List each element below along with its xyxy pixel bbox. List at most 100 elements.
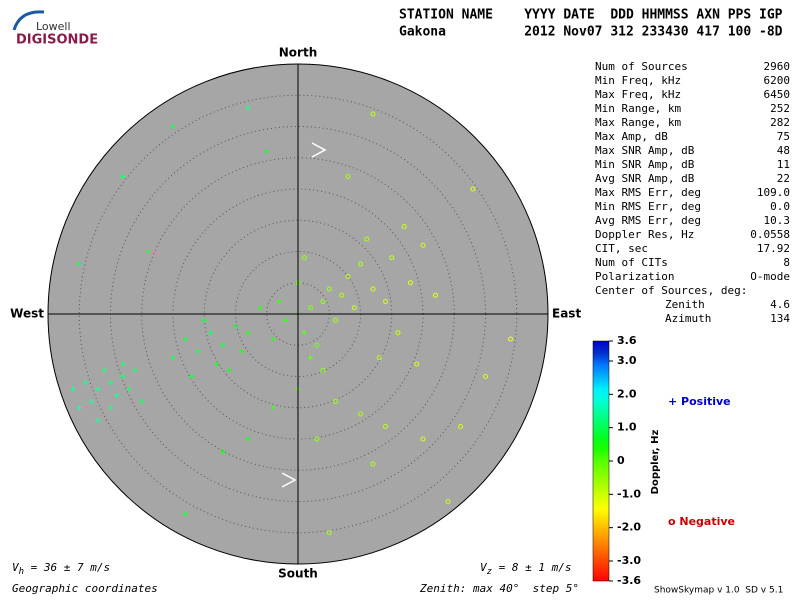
source-negative bbox=[345, 273, 351, 280]
stat-value: O-mode bbox=[750, 270, 790, 283]
source-negative bbox=[370, 111, 376, 117]
stat-value: 252 bbox=[770, 102, 790, 115]
legend-positive: + Positive bbox=[668, 395, 731, 408]
source-positive bbox=[114, 392, 120, 398]
source-positive bbox=[208, 330, 213, 336]
source-negative bbox=[457, 423, 464, 430]
colorbar-tick-label: 0 bbox=[617, 454, 625, 467]
source-negative bbox=[332, 317, 339, 323]
source-positive bbox=[195, 349, 201, 354]
center-label: Azimuth bbox=[665, 312, 711, 325]
source-positive bbox=[183, 336, 188, 342]
source-positive bbox=[120, 361, 126, 367]
source-positive bbox=[183, 511, 188, 517]
logo-arc bbox=[12, 10, 45, 31]
source-positive bbox=[220, 449, 226, 454]
stat-value: 0.0558 bbox=[750, 228, 790, 241]
colorbar-tick-label: 3.6 bbox=[617, 334, 637, 347]
colorbar-tick-label: -3.0 bbox=[617, 554, 641, 567]
logo-bottom: DIGISONDE bbox=[16, 33, 98, 48]
stat-label: Num of Sources bbox=[595, 60, 688, 73]
source-negative bbox=[382, 298, 389, 305]
source-negative bbox=[357, 411, 364, 417]
logo-top: Lowell bbox=[36, 20, 71, 33]
center-value: 4.6 bbox=[770, 298, 790, 311]
source-negative bbox=[320, 298, 326, 305]
stat-value: 2960 bbox=[764, 60, 791, 73]
stat-value: 0.0 bbox=[770, 200, 790, 213]
zenith-note: Zenith: max 40° step 5° bbox=[419, 582, 579, 595]
colorbar-tick-label: -1.0 bbox=[617, 487, 641, 500]
stat-label: Min SNR Amp, dB bbox=[595, 158, 695, 171]
source-negative bbox=[395, 330, 401, 336]
source-positive bbox=[301, 330, 307, 336]
source-positive bbox=[276, 299, 282, 304]
source-negative bbox=[301, 255, 307, 261]
colorbar bbox=[592, 340, 610, 582]
stat-label: Max RMS Err, deg bbox=[595, 186, 701, 199]
stat-label: Min Range, km bbox=[595, 102, 681, 115]
source-positive bbox=[226, 367, 232, 373]
stat-value: 48 bbox=[777, 144, 790, 157]
source-positive bbox=[233, 324, 238, 329]
colorbar-tick-label: -2.0 bbox=[617, 521, 641, 534]
stat-value: 10.3 bbox=[764, 214, 791, 227]
source-positive bbox=[126, 386, 132, 392]
source-positive bbox=[201, 317, 207, 323]
source-positive bbox=[245, 436, 251, 442]
colorbar-tick-label: 3.0 bbox=[617, 354, 637, 367]
source-negative bbox=[364, 236, 370, 242]
source-negative bbox=[307, 305, 314, 311]
colorbar-tick-label: 1.0 bbox=[617, 421, 637, 434]
source-positive bbox=[283, 317, 288, 323]
stat-value: 6200 bbox=[764, 74, 791, 87]
source-positive bbox=[108, 405, 113, 411]
dir-south: South bbox=[278, 567, 318, 581]
header-values: Gakona 2012 Nov07 312 233430 417 100 -8D bbox=[399, 25, 783, 40]
source-positive bbox=[308, 355, 313, 361]
dir-north: North bbox=[279, 46, 317, 60]
stat-value: 6450 bbox=[764, 88, 791, 101]
source-positive bbox=[220, 342, 226, 348]
source-positive bbox=[239, 349, 245, 354]
source-negative bbox=[314, 342, 320, 348]
source-positive bbox=[101, 367, 107, 373]
source-positive bbox=[89, 399, 95, 404]
source-negative bbox=[407, 280, 414, 286]
stat-label: Min RMS Err, deg bbox=[595, 200, 701, 213]
source-positive bbox=[76, 405, 82, 411]
source-positive bbox=[264, 149, 270, 154]
source-positive bbox=[95, 417, 101, 423]
source-positive bbox=[170, 355, 176, 361]
header-labels: STATION NAME YYYY DATE DDD HHMMSS AXN PP… bbox=[399, 8, 783, 23]
source-positive bbox=[189, 374, 195, 379]
source-negative bbox=[351, 305, 357, 311]
stat-value: 11 bbox=[777, 158, 790, 171]
stat-label: Doppler Res, Hz bbox=[595, 228, 694, 241]
source-positive bbox=[76, 261, 82, 267]
vz: Vz = 8 ± 1 m/s bbox=[480, 561, 572, 577]
stat-label: Avg RMS Err, deg bbox=[595, 214, 701, 227]
source-negative bbox=[414, 361, 420, 367]
source-positive bbox=[245, 330, 251, 336]
source-negative bbox=[345, 173, 351, 180]
source-positive bbox=[70, 386, 76, 392]
stat-label: Num of CITs bbox=[595, 256, 668, 269]
stat-value: 22 bbox=[777, 172, 790, 185]
dir-west: West bbox=[10, 307, 44, 321]
source-negative bbox=[326, 286, 332, 292]
center-label: Zenith bbox=[665, 298, 705, 311]
source-negative bbox=[389, 255, 395, 261]
source-negative bbox=[507, 336, 514, 342]
stat-value: 17.92 bbox=[757, 242, 790, 255]
source-negative bbox=[326, 530, 332, 536]
arrow bbox=[281, 472, 297, 488]
dir-east: East bbox=[552, 307, 581, 321]
source-negative bbox=[320, 367, 326, 373]
source-negative bbox=[432, 292, 439, 298]
source-negative bbox=[445, 498, 451, 505]
source-negative bbox=[332, 398, 339, 405]
legend-negative: o Negative bbox=[668, 515, 735, 528]
stat-label: Min Freq, kHz bbox=[595, 74, 681, 87]
